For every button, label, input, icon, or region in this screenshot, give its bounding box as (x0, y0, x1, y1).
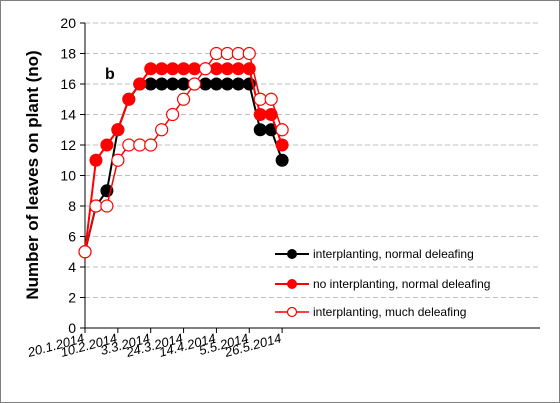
data-point-0-14 (231, 77, 245, 91)
y-tick-label-6: 6 (68, 229, 76, 245)
y-tick-label-2: 2 (68, 290, 76, 306)
data-point-1-18 (275, 138, 289, 152)
y-tick-label-0: 0 (68, 320, 76, 336)
data-point-2-9 (176, 92, 191, 106)
data-point-2-2 (100, 199, 114, 213)
data-point-0-13 (220, 77, 234, 91)
data-point-2-3 (111, 153, 125, 167)
data-point-2-13 (220, 46, 234, 61)
legend: interplanting, normal deleafing no inter… (275, 247, 490, 319)
axes (80, 22, 540, 333)
legend-label-interplanting-normal: interplanting, normal deleafing (313, 247, 474, 261)
data-point-2-0 (78, 245, 92, 259)
data-point-2-15 (242, 46, 256, 61)
data-point-2-10 (187, 77, 202, 91)
data-point-0-11 (198, 77, 212, 91)
data-point-2-7 (155, 123, 169, 137)
y-tick-label-14: 14 (60, 107, 76, 123)
series-lines (78, 46, 289, 259)
data-point-1-6 (144, 62, 158, 76)
series-1 (78, 62, 289, 259)
legend-marker-no-interplanting (287, 279, 297, 289)
data-point-1-8 (166, 62, 180, 76)
y-tick-label-4: 4 (68, 259, 76, 275)
y-tick-label-20: 20 (60, 15, 76, 31)
legend-label-much-deleafing: interplanting, much deleafing (313, 305, 466, 319)
data-point-1-14 (231, 62, 245, 76)
data-point-2-1 (89, 199, 103, 213)
data-point-1-2 (100, 138, 114, 152)
data-point-2-4 (122, 138, 136, 152)
data-point-1-13 (220, 62, 234, 76)
data-point-0-16 (253, 123, 267, 137)
data-point-1-1 (89, 153, 103, 167)
data-point-2-5 (133, 138, 147, 152)
y-tick-label-10: 10 (60, 168, 76, 184)
gridlines (85, 22, 540, 298)
data-point-2-8 (166, 107, 180, 122)
y-tick-label-12: 12 (60, 137, 76, 153)
y-tick-label-8: 8 (68, 198, 76, 214)
legend-label-no-interplanting: no interplanting, normal deleafing (313, 277, 490, 291)
data-point-1-10 (188, 62, 202, 76)
data-point-1-5 (133, 77, 147, 91)
y-tick-label-16: 16 (60, 76, 76, 92)
data-point-2-14 (231, 46, 245, 61)
data-point-2-18 (275, 123, 289, 137)
series-2 (78, 46, 289, 259)
data-point-1-3 (111, 123, 125, 137)
data-point-1-7 (155, 62, 169, 76)
data-point-0-8 (166, 77, 180, 91)
y-tick-label-18: 18 (60, 46, 76, 62)
data-point-0-18 (275, 153, 289, 167)
y-axis-label: Number of leaves on plant (no) (23, 50, 42, 299)
series-line-0 (84, 83, 284, 252)
data-point-2-6 (144, 138, 158, 152)
panel-label: b (105, 66, 115, 83)
data-point-0-7 (155, 77, 169, 91)
data-point-0-6 (144, 77, 158, 91)
data-point-2-11 (198, 62, 213, 76)
data-point-2-17 (264, 92, 278, 106)
data-point-1-12 (209, 62, 223, 76)
data-point-0-12 (209, 77, 223, 91)
data-point-1-16 (253, 108, 267, 121)
data-point-2-12 (209, 46, 224, 61)
data-point-1-4 (122, 92, 136, 106)
data-point-2-16 (253, 92, 267, 106)
legend-marker-interplanting-normal (287, 249, 297, 259)
data-point-0-9 (177, 77, 191, 91)
legend-marker-much-deleafing (286, 306, 298, 318)
data-point-1-9 (177, 62, 191, 76)
